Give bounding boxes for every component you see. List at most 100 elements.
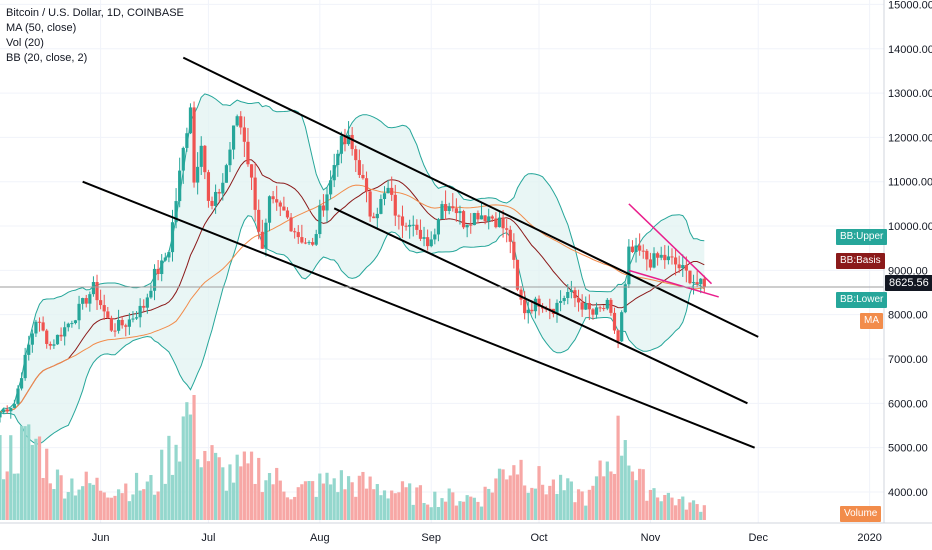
candle-body — [73, 320, 78, 324]
volume-bar — [415, 487, 419, 520]
volume-bar — [645, 500, 649, 520]
candle-body — [318, 205, 322, 235]
volume-bar — [336, 492, 340, 520]
volume-bar — [573, 502, 577, 520]
volume-bar — [476, 501, 480, 520]
candle-body — [497, 217, 502, 228]
candle-body — [271, 196, 275, 200]
vol-legend[interactable]: Vol (20) — [6, 37, 44, 49]
candle-body — [584, 302, 588, 310]
volume-bar — [88, 483, 92, 520]
volume-bar — [192, 395, 196, 520]
y-tick-label: 10000.00 — [888, 221, 932, 233]
volume-bar — [397, 492, 401, 520]
volume-bar — [113, 495, 117, 520]
candle-body — [645, 250, 649, 260]
candle-body — [217, 191, 221, 194]
volume-bar — [591, 485, 595, 520]
candle-body — [307, 242, 311, 244]
candle-body — [440, 204, 444, 220]
candle-body — [106, 311, 110, 318]
ma-legend[interactable]: MA (50, close) — [6, 22, 77, 34]
candle-body — [63, 327, 67, 337]
candle-body — [508, 229, 512, 242]
symbol-title[interactable]: Bitcoin / U.S. Dollar, 1D, COINBASE — [6, 7, 184, 19]
candle-body — [393, 194, 397, 216]
candle-body — [623, 284, 627, 313]
volume-bar — [210, 445, 214, 520]
volume-bar — [134, 472, 139, 520]
volume-bar — [185, 402, 189, 520]
candle-body — [677, 264, 681, 269]
volume-bar — [656, 497, 660, 520]
volume-bar — [663, 495, 667, 520]
volume-bar — [106, 497, 110, 520]
volume-bar — [638, 468, 642, 520]
x-tick-label: Oct — [530, 532, 547, 544]
volume-bar — [84, 471, 88, 520]
candle-body — [149, 290, 153, 298]
volume-bar — [246, 463, 250, 520]
trendline-channel-mid — [333, 207, 748, 405]
candle-body — [533, 298, 538, 312]
volume-bar — [311, 481, 315, 520]
volume-bar — [483, 486, 487, 520]
volume-bar — [368, 476, 372, 520]
volume-bar — [271, 484, 275, 520]
volume-bar — [109, 497, 113, 520]
trendline-channel-bottom — [82, 180, 756, 449]
volume-bar — [530, 487, 534, 520]
bb-legend[interactable]: BB (20, close, 2) — [6, 52, 88, 64]
candle-body — [638, 245, 642, 251]
volume-bar — [303, 481, 308, 520]
volume-bar — [235, 454, 239, 520]
candle-body — [185, 133, 189, 148]
candle-body — [113, 330, 117, 332]
candle-body — [397, 215, 401, 217]
x-tick-label: Sep — [421, 532, 441, 544]
volume-bar — [433, 491, 437, 520]
y-tick-label: 15000.00 — [888, 0, 932, 11]
volume-bar — [465, 495, 469, 520]
volume-bar — [688, 502, 692, 520]
candle-body — [346, 134, 351, 145]
candle-body — [300, 237, 304, 243]
volume-bar — [695, 504, 699, 520]
candle-body — [99, 300, 103, 306]
candle-body — [260, 231, 264, 249]
candle-body — [598, 307, 602, 309]
candle-body — [454, 208, 458, 214]
candle-body — [293, 231, 297, 233]
volume-bar — [163, 483, 167, 520]
volume-bar — [375, 484, 379, 520]
candle-body — [5, 409, 9, 412]
candle-body — [192, 107, 196, 183]
y-tick-label: 14000.00 — [888, 44, 932, 56]
x-tick-label: Dec — [748, 532, 768, 544]
candle-body — [1, 409, 6, 413]
volume-bar — [641, 469, 645, 520]
x-tick-label: Jul — [201, 532, 215, 544]
candle-body — [285, 210, 290, 218]
volume-bar — [523, 485, 527, 520]
volume-bar — [70, 478, 74, 520]
candle-body — [203, 145, 207, 173]
volume-bar — [469, 496, 473, 520]
volume-bar — [145, 481, 149, 520]
candle-body — [372, 216, 376, 219]
candle-body — [670, 256, 674, 258]
volume-bar — [702, 505, 706, 520]
candle-body — [81, 298, 85, 304]
volume-bar — [99, 490, 103, 520]
volume-bar — [282, 491, 286, 520]
candle-body — [573, 290, 577, 299]
volume-bar — [515, 474, 520, 520]
candle-body — [562, 298, 566, 302]
volume-bar — [214, 452, 218, 520]
volume-bar — [400, 481, 405, 520]
volume-bar — [325, 472, 329, 520]
volume-bar — [451, 492, 455, 520]
volume-bar — [620, 455, 624, 520]
candle-body — [235, 116, 239, 126]
